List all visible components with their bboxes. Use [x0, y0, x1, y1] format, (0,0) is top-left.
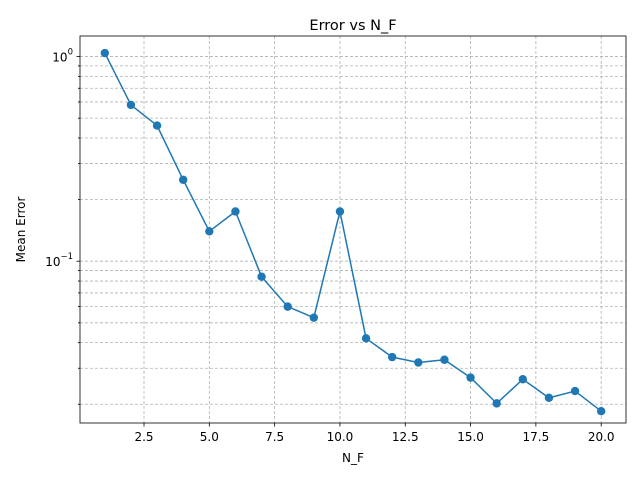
data-point [492, 399, 501, 408]
data-point [231, 207, 240, 216]
x-tick-label: 5.0 [200, 430, 219, 444]
y-axis-label: Mean Error [14, 197, 28, 263]
x-tick-label: 7.5 [265, 430, 284, 444]
grid [80, 36, 626, 423]
data-point [100, 48, 110, 58]
data-point [466, 373, 475, 382]
data-point [361, 334, 371, 343]
series-line [104, 52, 602, 412]
data-point [257, 272, 266, 281]
data-point [335, 207, 345, 216]
data-point [570, 386, 580, 396]
chart-title: Error vs N_F [309, 18, 396, 34]
data-point [283, 302, 292, 311]
x-tick-label: 20.0 [588, 430, 615, 444]
data-point [440, 355, 449, 364]
data-point [152, 121, 162, 130]
x-tick-label: 2.5 [134, 430, 153, 444]
data-point [178, 175, 188, 184]
plot-frame [79, 35, 627, 424]
x-tick-label: 12.5 [392, 430, 419, 444]
x-tick-label: 15.0 [457, 430, 484, 444]
x-tick-label: 17.5 [523, 430, 550, 444]
data-point [205, 227, 214, 236]
x-axis-label: N_F [342, 451, 364, 465]
data-point [544, 393, 554, 403]
data-point [126, 100, 136, 110]
data-point [596, 406, 606, 416]
data-point [414, 358, 423, 367]
plot-series [100, 48, 606, 416]
data-point [309, 313, 319, 322]
data-point [387, 352, 397, 362]
data-point [518, 375, 528, 384]
x-tick-label: 10.0 [327, 430, 354, 444]
